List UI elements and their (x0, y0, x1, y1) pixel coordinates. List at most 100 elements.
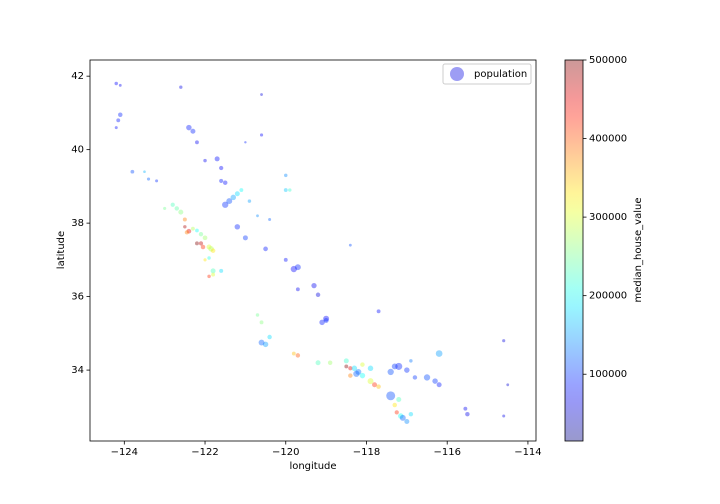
data-point (259, 320, 264, 325)
data-point (323, 315, 330, 322)
data-point (348, 373, 353, 378)
data-point (256, 214, 259, 218)
data-point (195, 241, 199, 246)
data-point (114, 126, 118, 130)
legend-marker (450, 67, 464, 81)
data-point (396, 396, 402, 402)
data-point (432, 378, 438, 384)
data-point (195, 228, 199, 233)
y-axis-label: latitude (56, 231, 67, 269)
x-tick-label: −122 (191, 447, 218, 458)
data-point (323, 317, 329, 323)
data-point (222, 180, 228, 185)
data-point (207, 256, 211, 260)
data-point (259, 133, 264, 137)
data-point (506, 383, 510, 387)
data-point (118, 83, 122, 87)
legend-box (442, 63, 532, 85)
colorbar (564, 59, 584, 442)
data-point (219, 165, 224, 171)
colorbar-tick-label: 500000 (589, 55, 627, 66)
legend: population (442, 63, 532, 85)
data-point (208, 246, 214, 252)
data-point (376, 309, 381, 314)
data-point (412, 375, 418, 380)
data-point (258, 339, 265, 346)
data-point (210, 268, 216, 274)
data-point (386, 391, 396, 401)
x-axis-label: longitude (289, 461, 336, 472)
colorbar-tick-label: 300000 (589, 212, 627, 223)
data-point (409, 359, 413, 363)
data-point (184, 230, 189, 235)
data-point (348, 366, 353, 371)
data-point (183, 225, 187, 229)
data-point (242, 235, 248, 241)
data-point (284, 173, 288, 178)
data-point (262, 341, 269, 348)
data-point (394, 410, 399, 415)
data-point (230, 194, 237, 201)
data-point (343, 358, 349, 364)
data-point (295, 287, 300, 292)
data-point (146, 177, 151, 181)
colorbar-label: median_house_value (633, 198, 644, 303)
data-point (348, 243, 352, 247)
data-point (353, 370, 360, 377)
data-point (219, 178, 224, 183)
data-point (206, 244, 212, 250)
data-point (502, 339, 506, 343)
data-point (234, 224, 241, 230)
data-point (203, 258, 207, 262)
x-tick-label: −118 (353, 447, 380, 458)
data-point (404, 419, 410, 425)
legend-label: population (474, 69, 527, 80)
data-point (114, 81, 118, 86)
data-point (234, 191, 240, 197)
data-point (163, 206, 167, 211)
y-tick-label: 40 (71, 145, 84, 156)
y-tick-label: 36 (71, 292, 84, 303)
data-point (399, 414, 406, 421)
data-point (295, 353, 301, 358)
data-point (355, 368, 362, 375)
data-point (408, 411, 414, 417)
y-tick-label: 38 (71, 218, 84, 229)
data-point (260, 93, 263, 96)
data-point (344, 364, 349, 369)
data-point (207, 274, 211, 279)
data-point (198, 231, 204, 237)
plot-frame (89, 59, 537, 442)
data-point (255, 313, 260, 317)
data-point (200, 244, 206, 250)
data-point (182, 217, 187, 222)
data-point (398, 413, 404, 419)
data-point (360, 362, 365, 367)
colorbar-tick-label: 200000 (589, 291, 627, 302)
data-point (263, 246, 268, 252)
data-point (436, 382, 442, 388)
data-point (118, 112, 123, 117)
data-point (203, 158, 207, 163)
data-point (465, 411, 470, 417)
data-point (311, 282, 317, 289)
data-point (179, 85, 183, 89)
data-point (367, 378, 374, 385)
data-point (463, 406, 468, 411)
data-point (174, 206, 180, 211)
data-point (327, 360, 333, 365)
data-point (211, 272, 216, 277)
x-tick-label: −120 (272, 447, 299, 458)
data-point (351, 365, 358, 371)
data-point (190, 226, 195, 231)
data-point (435, 350, 443, 357)
x-tick-label: −124 (111, 447, 138, 458)
data-point (186, 228, 192, 234)
colorbar-tick-label: 400000 (589, 134, 627, 145)
data-point (294, 264, 301, 271)
data-point (283, 257, 288, 262)
data-point (376, 384, 381, 389)
data-point (423, 374, 431, 381)
data-point (288, 188, 292, 192)
data-point (214, 156, 220, 162)
